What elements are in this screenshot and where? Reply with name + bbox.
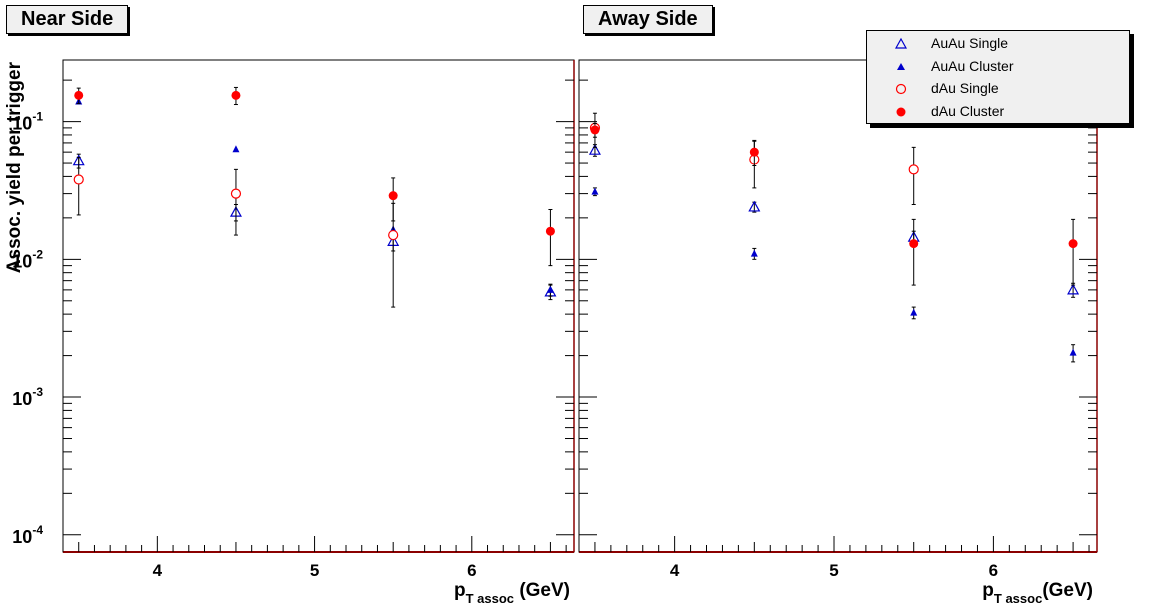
data-point-auau-cluster xyxy=(910,308,918,316)
data-point-dau-cluster xyxy=(74,90,84,100)
data-point-auau-cluster xyxy=(1069,348,1077,356)
legend-label: AuAu Cluster xyxy=(931,58,1014,74)
data-point-dau-single xyxy=(388,229,399,241)
data-point-dau-single xyxy=(908,164,919,175)
x-axis-title: pT assoc(GeV) xyxy=(982,580,1093,606)
legend: AuAu Single AuAu Cluster dAu Single dAu … xyxy=(866,30,1130,124)
plot-frame xyxy=(578,59,1098,553)
legend-entry-auau-single: AuAu Single xyxy=(867,33,1129,55)
data-point-dau-cluster xyxy=(590,125,600,135)
x-axis-title: pT assoc (GeV) xyxy=(454,580,570,606)
data-point-dau-cluster xyxy=(1068,239,1078,249)
plot-frame xyxy=(62,59,575,553)
x-tick-label: 4 xyxy=(153,561,163,580)
legend-entry-auau-cluster: AuAu Cluster xyxy=(867,56,1129,78)
data-point-dau-cluster xyxy=(388,191,398,201)
x-tick-label: 6 xyxy=(989,561,998,580)
x-tick-label: 5 xyxy=(310,561,319,580)
data-point-dau-cluster xyxy=(909,239,919,249)
y-tick-label: 10-3 xyxy=(12,385,43,409)
away-side-title: Away Side xyxy=(583,5,713,34)
data-point-auau-single xyxy=(748,200,761,212)
legend-marker-open-circle xyxy=(895,83,907,95)
x-tick-label: 6 xyxy=(467,561,476,580)
data-point-dau-cluster xyxy=(231,90,241,100)
legend-marker-filled-circle xyxy=(896,107,906,117)
data-point-auau-cluster xyxy=(591,187,599,195)
legend-entry-dau-cluster: dAu Cluster xyxy=(867,101,1129,123)
data-point-auau-cluster xyxy=(232,145,240,153)
data-point-dau-cluster xyxy=(545,226,555,236)
data-point-auau-single xyxy=(588,143,601,155)
data-point-dau-single xyxy=(73,174,84,185)
legend-entry-dau-single: dAu Single xyxy=(867,78,1129,100)
y-tick-label: 10-1 xyxy=(12,110,43,134)
x-tick-label: 5 xyxy=(829,561,838,580)
data-point-auau-cluster xyxy=(546,285,554,293)
near-side-title: Near Side xyxy=(6,5,129,34)
y-tick-label: 10-2 xyxy=(12,247,43,271)
legend-label: dAu Cluster xyxy=(931,103,1005,119)
y-axis-title: Assoc. yield per trigger xyxy=(4,61,25,273)
legend-label: dAu Single xyxy=(931,80,999,96)
data-point-auau-single xyxy=(1067,283,1080,295)
data-point-dau-single xyxy=(230,188,242,199)
data-point-dau-cluster xyxy=(749,147,759,157)
x-tick-label: 4 xyxy=(670,561,680,580)
legend-marker-open-triangle xyxy=(894,37,908,49)
legend-marker-filled-triangle xyxy=(897,63,905,70)
y-tick-label: 10-4 xyxy=(12,523,43,547)
data-point-auau-cluster xyxy=(750,249,758,257)
legend-label: AuAu Single xyxy=(931,35,1009,51)
